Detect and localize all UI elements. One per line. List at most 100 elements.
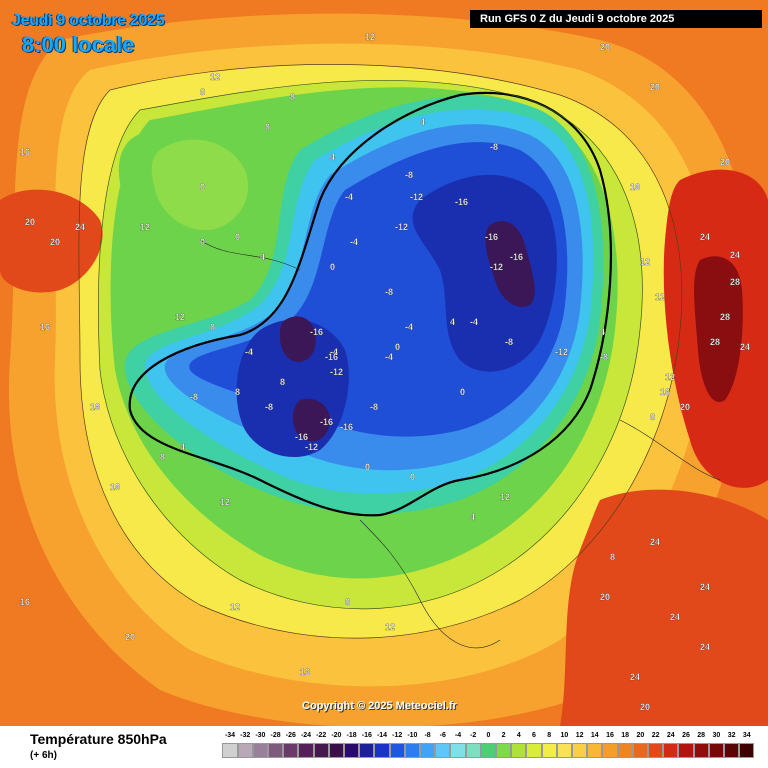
legend-swatch [389, 743, 405, 758]
legend-value: 18 [621, 732, 630, 739]
legend-value: -14 [376, 732, 388, 739]
temperature-value-label: 28 [710, 337, 720, 347]
temperature-value-label: 8 [650, 412, 655, 422]
temperature-value-label: 12 [500, 492, 510, 502]
legend-value: 22 [651, 732, 660, 739]
temperature-value-label: -4 [330, 347, 338, 357]
temperature-value-label: 12 [175, 312, 185, 322]
legend-value: -28 [270, 732, 281, 739]
coastline-europe [359, 519, 501, 649]
forecast-time: 8:00 locale [22, 32, 135, 57]
temperature-value-label: 0 [200, 182, 205, 192]
temperature-value-label: -16 [485, 232, 498, 242]
legend-swatch [541, 743, 557, 758]
temperature-value-label: 24 [730, 250, 740, 260]
legend-swatch [693, 743, 709, 758]
temperature-value-label: 20 [125, 632, 135, 642]
temperature-value-label: 8 [290, 92, 295, 102]
legend-value: -26 [285, 732, 296, 739]
legend-swatch [313, 743, 329, 758]
temperature-value-label: 20 [650, 82, 660, 92]
temperature-value-label: -8 [190, 392, 198, 402]
legend-value: 34 [742, 732, 751, 739]
temperature-value-label: 20 [720, 157, 730, 167]
temperature-value-label: -16 [340, 422, 353, 432]
temperature-value-label: 4 [470, 512, 475, 522]
legend-value: -24 [300, 732, 312, 739]
legend-value: 26 [682, 732, 690, 739]
legend-value: 24 [666, 732, 675, 739]
cold-core-west [280, 316, 316, 363]
temperature-value-label: 20 [50, 237, 60, 247]
temperature-value-label: 16 [40, 322, 50, 332]
temperature-value-label: -8 [505, 337, 513, 347]
cold-core-east [485, 221, 535, 308]
legend-swatch [450, 743, 466, 758]
legend-swatch [511, 743, 527, 758]
temperature-value-label: 4 [260, 252, 265, 262]
legend-value: 28 [697, 732, 706, 739]
legend-value: 32 [727, 732, 736, 739]
legend-value: 12 [575, 732, 584, 739]
temperature-value-label: 0 [460, 387, 465, 397]
temperature-value-label: -4 [385, 352, 393, 362]
temperature-value-label: 0 [410, 472, 415, 482]
legend-value: 16 [606, 732, 614, 739]
temperature-value-label: -12 [330, 367, 343, 377]
temperature-value-label: 8 [280, 377, 285, 387]
temperature-value-label: 12 [365, 32, 375, 42]
legend-swatch [237, 743, 253, 758]
legend-value: -10 [407, 732, 418, 739]
legend-swatch [374, 743, 390, 758]
forecast-step-label: (+ 6h) [30, 750, 57, 761]
temperature-value-label: 4 [600, 327, 605, 337]
coastline-canada [199, 239, 301, 271]
temperature-labels: 20 20 20 20 20 20 20 20 20 16 16 16 16 16 16 16 16 12 12 12… [20, 32, 750, 712]
temperature-value-label: 16 [300, 667, 310, 677]
legend-bar: Température 850hPa (+ 6h) -34 -32 -30 -28 -2… [0, 726, 768, 768]
temperature-value-label: 8 [160, 452, 165, 462]
temperature-value-label: 4 [330, 152, 335, 162]
very-hot-core [694, 256, 743, 402]
legend-value: -30 [255, 732, 266, 739]
temperature-value-label: 24 [670, 612, 680, 622]
temperature-value-label: -8 [370, 402, 378, 412]
temperature-value-label: 24 [630, 672, 640, 682]
temperature-value-label: -4 [345, 192, 353, 202]
temperature-value-label: 0 [330, 262, 335, 272]
temperature-value-label: 28 [720, 312, 730, 322]
legend-value: -18 [346, 732, 357, 739]
temperature-value-label: 16 [110, 482, 120, 492]
temperature-value-label: -8 [385, 287, 393, 297]
temperature-value-label: 12 [665, 372, 675, 382]
temperature-value-label: 8 [235, 387, 240, 397]
legend-swatch [648, 743, 664, 758]
temperature-value-label: 12 [385, 622, 395, 632]
temperature-value-label: -12 [395, 222, 408, 232]
temperature-value-label: 24 [700, 232, 710, 242]
temperature-value-label: -12 [490, 262, 503, 272]
legend-value: -8 [424, 732, 431, 739]
legend-swatch [526, 743, 542, 758]
temperature-value-label: 16 [660, 387, 670, 397]
temperature-value-label: 16 [20, 597, 30, 607]
temperature-value-label: 16 [90, 402, 100, 412]
temperature-value-label: -16 [510, 252, 523, 262]
temperature-value-label: -16 [310, 327, 323, 337]
legend-swatch [678, 743, 694, 758]
legend-value: 6 [532, 732, 536, 739]
temperature-value-label: 16 [630, 182, 640, 192]
temperature-value-label: 12 [220, 497, 230, 507]
copyright-text: Copyright © 2025 Meteociel.fr [302, 700, 457, 712]
run-info: Run GFS 0 Z du Jeudi 9 octobre 2025 [470, 10, 762, 28]
legend-swatch [663, 743, 679, 758]
temperature-value-label: 20 [640, 702, 650, 712]
legend-swatch [617, 743, 633, 758]
temperature-value-label: 24 [700, 582, 710, 592]
legend-swatch [496, 743, 512, 758]
isotherm-line-inner [98, 79, 643, 610]
temperature-value-label: 20 [680, 402, 690, 412]
legend-value: 20 [636, 732, 645, 739]
hot-region-south-asia [560, 489, 768, 726]
temperature-value-label: 12 [655, 292, 665, 302]
